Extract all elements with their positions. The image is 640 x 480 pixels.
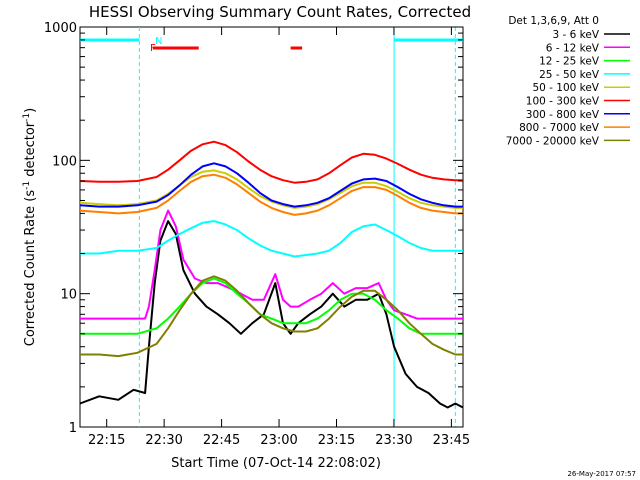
y-axis-label: Corrected Count Rate (s-1 detector-1): [22, 108, 38, 346]
legend-label-4: 25 - 50 keV: [539, 69, 600, 81]
x-tick-label-2: 22:30: [145, 433, 182, 448]
y-axis-label-main: Corrected Count Rate (s: [23, 190, 38, 347]
x-tick-label-7: 23:45: [433, 433, 470, 448]
flag-label-f: F: [150, 43, 156, 54]
vertical-marker-layer: [138, 27, 456, 427]
chart-title: HESSI Observing Summary Count Rates, Cor…: [89, 3, 471, 21]
series-line-8: [79, 173, 463, 216]
series-line-2: [80, 209, 463, 320]
x-axis-label: Start Time (07-Oct-14 22:08:02): [171, 456, 381, 471]
plot-frame: [79, 26, 464, 428]
series-line-9: [80, 275, 463, 358]
y-axis-label-mid: detector: [23, 121, 38, 181]
series-line-3: [80, 277, 463, 335]
plot-area: 22:15 22:30 22:45 23:00 23:15 23:30 23:45 1101…: [44, 21, 470, 448]
y-axis-label-end: ): [23, 108, 38, 113]
x-tick-label-3: 22:45: [203, 433, 240, 448]
series-line-6: [79, 140, 463, 184]
y-tick-label-3: 100: [52, 154, 77, 169]
legend-label-1: 3 - 6 keV: [552, 29, 599, 41]
flag-label-n: N: [155, 36, 162, 47]
series-line-1: [79, 220, 464, 409]
flag-bar-layer: [80, 38, 463, 50]
x-tick-label-4: 23:00: [260, 433, 297, 448]
legend-label-9: 7000 - 20000 keV: [506, 135, 600, 147]
legend-label-7: 300 - 800 keV: [526, 109, 600, 121]
y-tick-label-4: 1000: [44, 21, 77, 36]
y-axis-label-sup-1: -1: [22, 181, 32, 190]
x-tick-label-5: 23:15: [318, 433, 355, 448]
series-layer: [79, 140, 464, 409]
y-tick-label-2: 10: [60, 288, 77, 303]
x-tick-label-1: 22:15: [88, 433, 125, 448]
legend-label-8: 800 - 7000 keV: [519, 122, 600, 134]
timestamp: 26-May-2017 07:57: [567, 470, 636, 478]
series-line-7: [79, 162, 463, 208]
legend-label-6: 100 - 300 keV: [526, 96, 600, 108]
y-tick-label-1: 1: [69, 421, 77, 436]
legend-title: Det 1,3,6,9, Att 0: [508, 15, 599, 27]
x-tick-label-6: 23:30: [375, 433, 412, 448]
legend-label-5: 50 - 100 keV: [532, 82, 599, 94]
y-axis-label-sup-2: -1: [22, 113, 32, 122]
y-axis-ticks: 1 10 100 1000: [44, 21, 463, 436]
x-axis-ticks: 22:15 22:30 22:45 23:00 23:15 23:30 23:45: [88, 27, 470, 448]
series-line-4: [80, 220, 463, 258]
legend-label-3: 12 - 25 keV: [539, 56, 600, 68]
legend-label-2: 6 - 12 keV: [546, 42, 600, 54]
